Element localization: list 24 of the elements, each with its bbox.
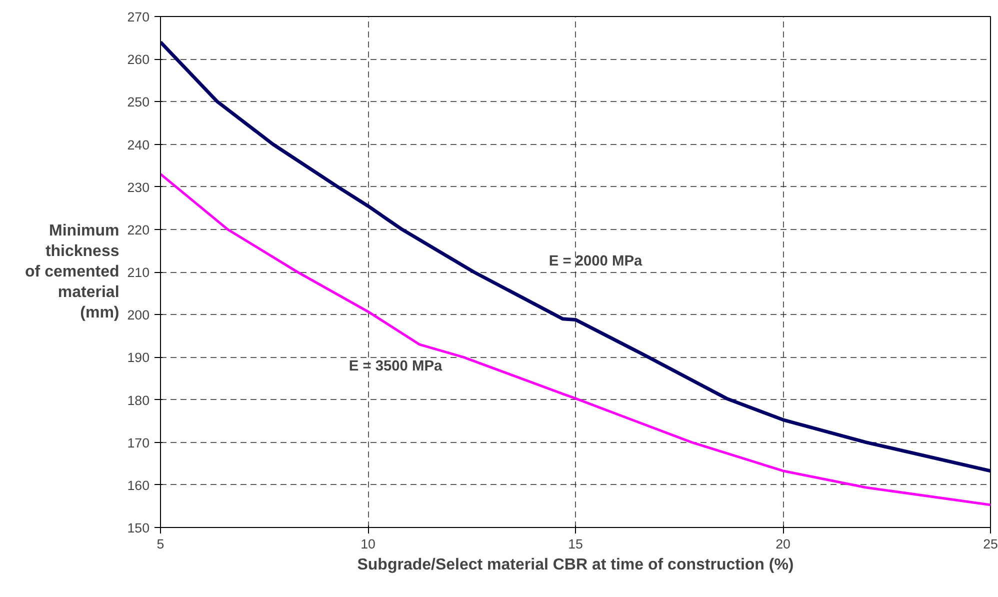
y-tick-label: 150 [127, 520, 150, 536]
y-tick-label: 250 [127, 94, 150, 110]
y-tick-label: 180 [127, 392, 150, 408]
y-tick-label: 200 [127, 308, 150, 323]
y-tick-label: 190 [127, 350, 150, 366]
y-tick-label: 220 [127, 222, 150, 238]
y-tick-label: 240 [127, 137, 150, 152]
annotation: E = 3500 MPa [348, 358, 443, 374]
line-series [160, 172, 990, 506]
y-tick-label: 170 [127, 435, 150, 450]
x-tick-label: 10 [360, 536, 376, 552]
y-tick-label: 270 [127, 10, 150, 24]
y-tick-label: 160 [127, 478, 150, 493]
line-series [160, 40, 990, 473]
annotation: E = 2000 MPa [548, 254, 643, 270]
y-tick-label: 210 [127, 265, 150, 280]
y-axis-title: Minimum thickness of cemented material (mm) [25, 222, 120, 322]
x-axis-title: Subgrade/Select material CBR at time of construction (%) [357, 556, 794, 574]
x-tick-label: 25 [983, 536, 998, 552]
x-tick-label: 20 [776, 536, 790, 552]
x-tick-label: 5 [156, 536, 164, 552]
y-tick-label: 230 [127, 180, 150, 195]
y-tick-label: 260 [127, 52, 150, 68]
x-tick-label: 15 [568, 536, 583, 552]
